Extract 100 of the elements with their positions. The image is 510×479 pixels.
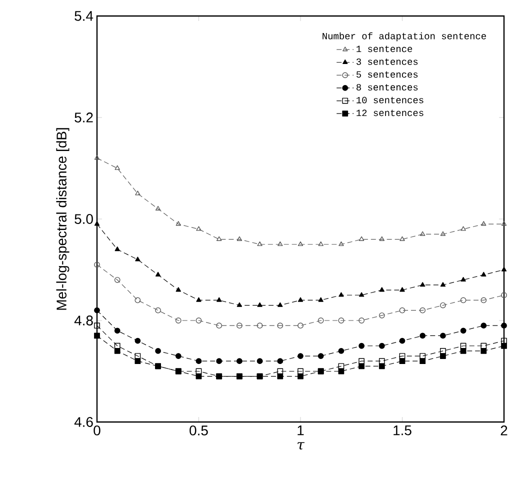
point (94, 307, 100, 314)
point (277, 368, 284, 374)
point (298, 373, 304, 380)
point (358, 363, 364, 370)
point (134, 297, 141, 304)
point (460, 297, 466, 304)
point (420, 353, 426, 359)
point (420, 282, 426, 287)
point (480, 297, 487, 304)
legend-label: 8 sentences (356, 84, 418, 90)
point (440, 231, 446, 236)
point (196, 297, 202, 302)
point (155, 307, 161, 314)
point (318, 318, 324, 324)
point (236, 322, 242, 329)
point (400, 236, 405, 241)
point (277, 373, 284, 380)
point (379, 236, 384, 241)
point (501, 338, 507, 344)
point (480, 348, 487, 354)
point (236, 358, 242, 364)
point (257, 241, 262, 246)
point (338, 348, 344, 354)
point (277, 322, 284, 329)
legend-label: 5 sentences (356, 71, 418, 78)
point (460, 328, 466, 334)
point (236, 302, 242, 307)
point (440, 302, 446, 308)
point (358, 342, 364, 349)
point (257, 302, 262, 307)
point (480, 322, 487, 329)
point (175, 353, 182, 359)
point (298, 368, 304, 374)
point (358, 292, 364, 297)
point (94, 221, 100, 226)
point (155, 348, 161, 354)
point (176, 221, 181, 226)
point (378, 312, 385, 318)
point (378, 363, 385, 370)
point (134, 353, 141, 359)
point (399, 307, 406, 314)
point (358, 358, 364, 364)
point (480, 342, 487, 349)
point (399, 338, 406, 344)
point (501, 292, 507, 298)
x-axis-title: τ (298, 442, 305, 450)
point (298, 322, 304, 329)
x-tick-label: 0.5 (190, 426, 208, 436)
point (298, 297, 304, 302)
point (440, 353, 446, 359)
point (420, 307, 426, 314)
y-tick-label: 4.6 (74, 417, 93, 427)
point (155, 206, 161, 210)
point (338, 363, 344, 370)
point (460, 276, 466, 282)
point (94, 322, 100, 329)
point (440, 282, 446, 287)
point (278, 302, 283, 307)
point (114, 165, 120, 170)
point (175, 318, 182, 324)
point (420, 231, 426, 236)
point (378, 358, 385, 364)
point (298, 241, 304, 246)
legend-label: 1 sentence (356, 46, 412, 52)
point (94, 332, 100, 339)
point (378, 342, 385, 349)
point (278, 241, 283, 246)
y-tick-label: 5.4 (74, 11, 94, 21)
point (440, 348, 446, 354)
point (379, 287, 384, 292)
point (114, 348, 120, 354)
point (399, 353, 406, 359)
point (114, 328, 120, 334)
y-axis-title: Mel-log-spectral distance [dB] (56, 128, 70, 310)
point (420, 332, 426, 339)
x-tick-label: 1.5 (394, 426, 412, 436)
point (134, 338, 141, 344)
x-tick-label: 1 (298, 426, 304, 436)
point (256, 358, 263, 364)
point (196, 226, 202, 231)
point (135, 256, 140, 262)
point (338, 318, 344, 324)
point (155, 272, 161, 276)
point (460, 348, 466, 354)
point (460, 226, 466, 231)
legend-title: Number of adaptation sentence (322, 32, 486, 42)
point (134, 358, 141, 364)
y-tick-label: 4.8 (74, 316, 93, 326)
point (318, 241, 324, 246)
point (501, 221, 507, 226)
point (94, 155, 100, 160)
point (298, 353, 304, 359)
y-tick-label: 5.0 (74, 214, 93, 224)
legend-label: 3 sentences (356, 58, 418, 65)
point (440, 332, 446, 339)
point (196, 358, 202, 364)
point (256, 322, 263, 329)
point (338, 241, 344, 246)
point (400, 287, 405, 292)
point (216, 322, 222, 329)
